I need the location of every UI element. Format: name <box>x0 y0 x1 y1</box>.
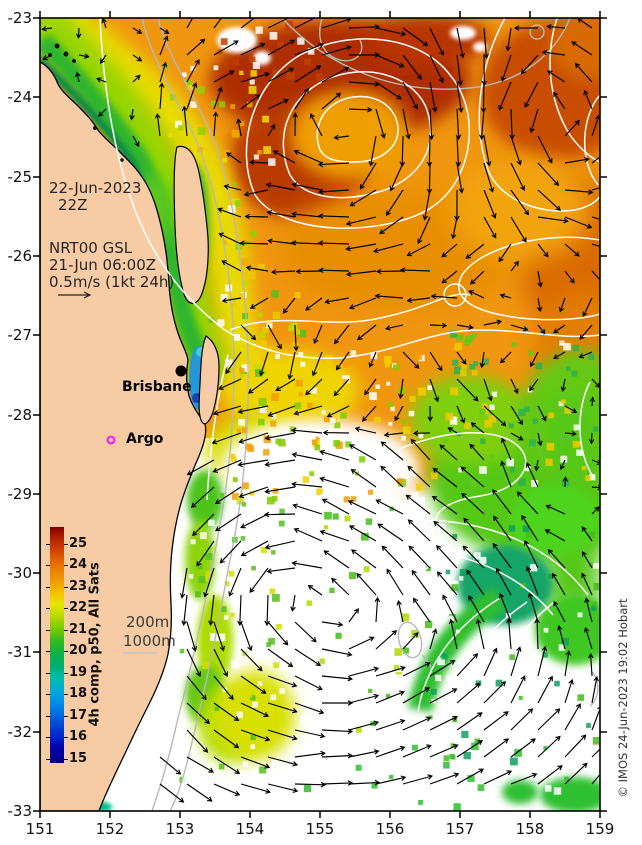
fraser-island <box>173 145 209 304</box>
axes-frame <box>33 11 607 818</box>
x-tick-label: 159 <box>585 820 615 838</box>
colorbar-tick-label: 19 <box>69 664 88 680</box>
sst-colorbar <box>50 527 64 763</box>
mainland-coastline <box>40 61 207 811</box>
y-tick-label: -31 <box>7 643 33 661</box>
y-tick-label: -26 <box>7 247 33 265</box>
colorbar-tick-label: 21 <box>69 621 88 637</box>
credit-text: © IMOS 24-Jun-2023 19:02 Hobart <box>616 598 630 798</box>
brisbane-city-marker <box>175 365 187 377</box>
colorbar-tick-label: 18 <box>69 686 88 702</box>
x-tick-label: 152 <box>95 820 125 838</box>
y-tick-label: -29 <box>7 485 33 503</box>
y-tick-label: -33 <box>7 802 33 820</box>
depth-1000m-label: 1000m <box>123 632 176 650</box>
x-tick-label: 151 <box>25 820 55 838</box>
brisbane-label: Brisbane <box>122 379 192 395</box>
y-tick-label: -27 <box>7 326 33 344</box>
depth-200m-label: 200m <box>126 613 170 631</box>
product-time: 21-Jun 06:00Z <box>49 256 157 274</box>
colorbar-tick-label: 16 <box>69 729 88 745</box>
colorbar-tick-label: 24 <box>69 557 88 573</box>
valid-time-line1: 22-Jun-2023 <box>49 179 142 197</box>
colorbar-tick-label: 20 <box>69 643 88 659</box>
argo-label: Argo <box>126 431 164 447</box>
product-name: NRT00 GSL <box>49 239 133 257</box>
y-tick-label: -24 <box>7 88 33 106</box>
colorbar-tick-label: 23 <box>69 578 88 594</box>
x-tick-label: 153 <box>165 820 195 838</box>
y-tick-label: -23 <box>7 9 33 27</box>
x-tick-label: 158 <box>515 820 545 838</box>
land-mass <box>40 43 220 811</box>
y-tick-label: -30 <box>7 564 33 582</box>
colorbar-tick-label: 15 <box>69 750 88 766</box>
colorbar-tick-label: 22 <box>69 600 88 616</box>
axis-ticks <box>33 11 607 818</box>
argo-float-marker <box>106 435 116 445</box>
vector-scale-arrow <box>58 291 92 299</box>
y-tick-label: -25 <box>7 168 33 186</box>
colorbar-title: 4h comp, p50, All Sats <box>87 562 103 727</box>
valid-time-line2: 22Z <box>58 196 88 214</box>
x-tick-label: 154 <box>235 820 265 838</box>
moreton-stradbroke-islands <box>198 335 220 425</box>
vector-scale-label: 0.5m/s (1kt 24h) <box>49 273 175 291</box>
sea-level-contours <box>99 18 600 733</box>
y-tick-label: -28 <box>7 406 33 424</box>
colorbar-tick-label: 17 <box>69 707 88 723</box>
x-tick-label: 157 <box>445 820 475 838</box>
x-tick-label: 156 <box>375 820 405 838</box>
colorbar-tick-label: 25 <box>69 535 88 551</box>
x-tick-label: 155 <box>305 820 335 838</box>
y-tick-label: -32 <box>7 723 33 741</box>
sst-pixel-noise <box>163 20 600 811</box>
